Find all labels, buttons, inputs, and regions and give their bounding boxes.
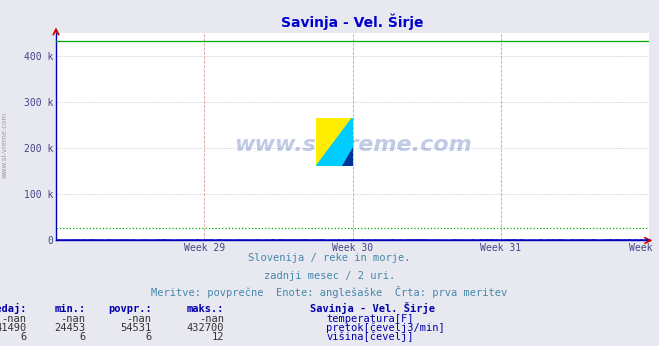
Text: -nan: -nan xyxy=(127,315,152,325)
Text: www.si-vreme.com: www.si-vreme.com xyxy=(234,135,471,155)
Text: pretok[čevelj3/min]: pretok[čevelj3/min] xyxy=(326,322,445,333)
Text: Savinja - Vel. Širje: Savinja - Vel. Širje xyxy=(310,302,435,314)
Text: 41490: 41490 xyxy=(0,323,26,333)
Text: min.:: min.: xyxy=(55,304,86,314)
Text: 6: 6 xyxy=(146,332,152,342)
Text: Slovenija / reke in morje.: Slovenija / reke in morje. xyxy=(248,253,411,263)
Text: 6: 6 xyxy=(20,332,26,342)
Text: 6: 6 xyxy=(80,332,86,342)
Text: zadnji mesec / 2 uri.: zadnji mesec / 2 uri. xyxy=(264,271,395,281)
Polygon shape xyxy=(342,147,353,166)
Polygon shape xyxy=(316,118,353,166)
Polygon shape xyxy=(316,118,353,166)
Text: 54531: 54531 xyxy=(121,323,152,333)
Text: 24453: 24453 xyxy=(55,323,86,333)
Text: -nan: -nan xyxy=(199,315,224,325)
Text: povpr.:: povpr.: xyxy=(108,304,152,314)
Text: sedaj:: sedaj: xyxy=(0,303,26,314)
Text: www.si-vreme.com: www.si-vreme.com xyxy=(1,112,8,179)
Text: temperatura[F]: temperatura[F] xyxy=(326,315,414,325)
Text: -nan: -nan xyxy=(1,315,26,325)
Text: 432700: 432700 xyxy=(186,323,224,333)
Text: -nan: -nan xyxy=(61,315,86,325)
Title: Savinja - Vel. Širje: Savinja - Vel. Širje xyxy=(281,14,424,30)
Text: Meritve: povprečne  Enote: anglešaške  Črta: prva meritev: Meritve: povprečne Enote: anglešaške Črt… xyxy=(152,286,507,298)
Text: 12: 12 xyxy=(212,332,224,342)
Text: višina[čevelj]: višina[čevelj] xyxy=(326,331,414,342)
Text: maks.:: maks.: xyxy=(186,304,224,314)
